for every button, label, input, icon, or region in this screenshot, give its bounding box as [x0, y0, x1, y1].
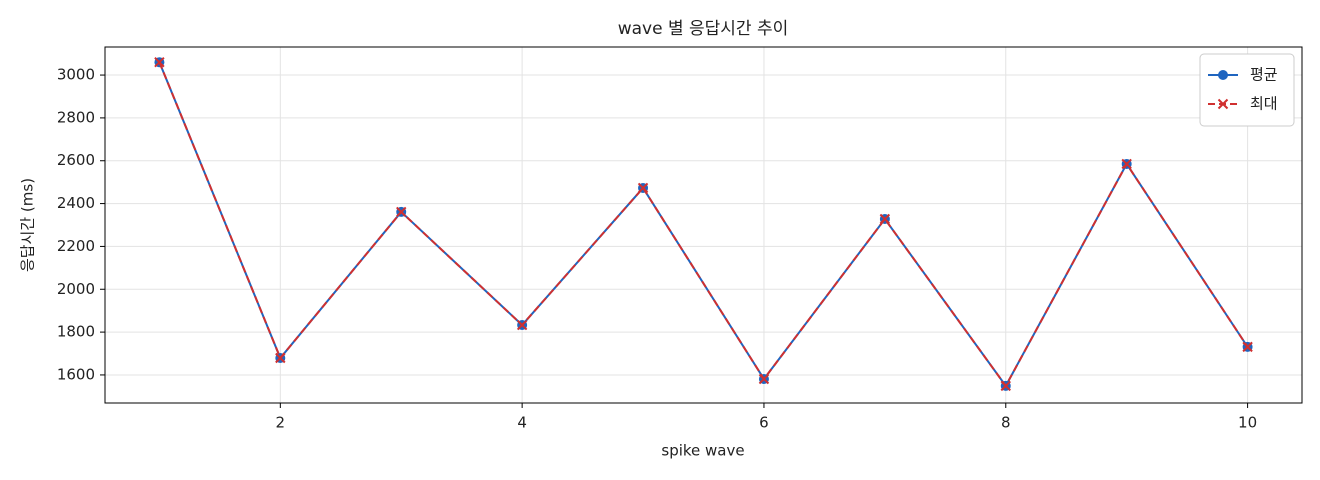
point: [879, 213, 891, 225]
y-tick-label: 2000: [57, 280, 95, 298]
chart-title: wave 별 응답시간 추이: [618, 19, 789, 39]
y-tick-label: 2800: [57, 108, 95, 126]
legend-marker: [1218, 70, 1228, 80]
x-tick-label: 6: [759, 414, 769, 432]
legend-label: 평균: [1250, 66, 1278, 84]
point: [1121, 158, 1132, 170]
y-tick-label: 2400: [57, 194, 95, 212]
y-tick-label: 2600: [57, 151, 95, 169]
point: [396, 206, 407, 218]
y-axis-label: 응답시간 (ms): [19, 178, 37, 272]
legend-marker: [1217, 98, 1229, 110]
legend-box: [1199, 53, 1295, 127]
point: [516, 319, 528, 331]
x-tick-label: 4: [517, 414, 527, 432]
y-tick-label: 1600: [57, 365, 95, 383]
point: [275, 352, 286, 364]
plot-frame: [104, 46, 1303, 404]
point: [758, 373, 770, 385]
grid: [105, 47, 1302, 403]
plot: [154, 57, 1253, 392]
x-tick-label: 10: [1238, 414, 1257, 432]
x-axis-label: spike wave: [661, 442, 744, 460]
point: [637, 182, 649, 194]
y-tick-label: 3000: [57, 66, 95, 84]
series-line: [158, 61, 1249, 388]
point: [1000, 380, 1011, 392]
y-tick-label: 2200: [57, 237, 95, 255]
y-tick-label: 1800: [57, 323, 95, 341]
x-tick-label: 8: [1001, 414, 1011, 432]
x-tick-label: 2: [276, 414, 286, 432]
point: [154, 57, 165, 68]
legend-label: 최대: [1250, 95, 1278, 113]
point: [1242, 341, 1253, 353]
